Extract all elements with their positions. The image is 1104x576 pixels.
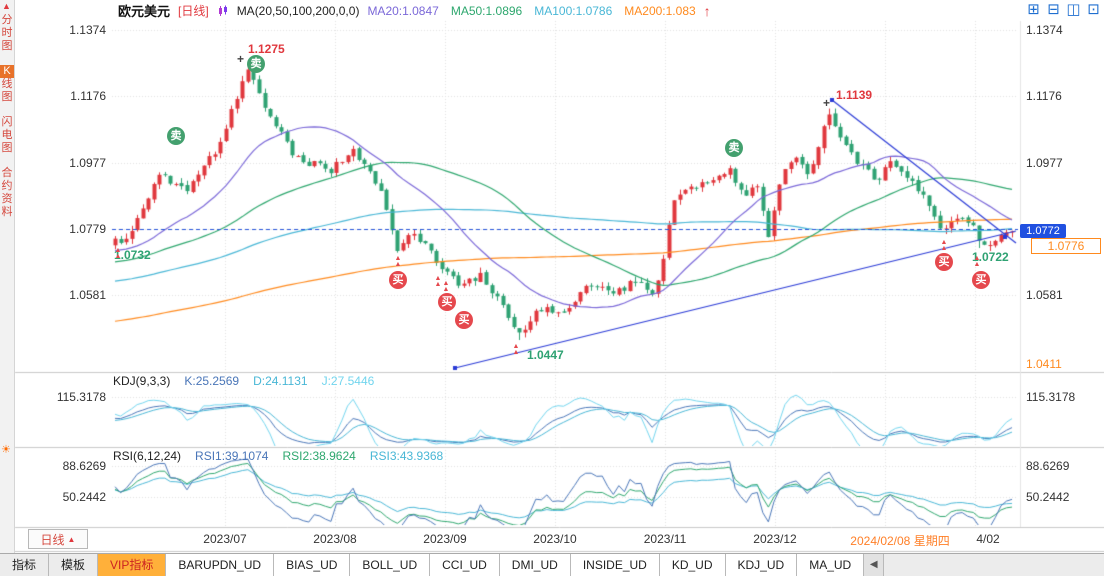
ma200-value: MA200:1.083: [624, 3, 696, 18]
tab-scroll-left-button[interactable]: ◀: [864, 554, 885, 576]
layout-toolb: ⊞ ⊟ ◫ ⊡: [1025, 1, 1102, 18]
settings-sun-icon[interactable]: ☀: [1, 444, 11, 456]
tab-MA_UD[interactable]: MA_UD: [797, 554, 865, 576]
ma50-value: MA50:1.0896: [450, 3, 523, 18]
sidebar-item-4[interactable]: 合约资料: [0, 167, 14, 219]
tab-bar-filler: [884, 554, 1104, 576]
candlestick-chart-icon: [217, 5, 229, 17]
sidebar-item-char: 图: [1, 142, 13, 154]
kdj-j-value: J:27.5446: [321, 374, 375, 388]
tab-BOLL_UD[interactable]: BOLL_UD: [350, 554, 431, 576]
ma100-value: MA100:1.0786: [534, 3, 613, 18]
period-tag[interactable]: [日线]: [178, 4, 209, 18]
rsi2-value: RSI2:38.9624: [282, 449, 356, 463]
sidebar-item-char: 时: [1, 27, 13, 39]
tab-模板[interactable]: 模板: [49, 554, 99, 576]
sidebar-item-char: 料: [1, 206, 13, 218]
sidebar-item-char: 分: [1, 14, 13, 26]
sidebar-item-char: 图: [1, 91, 13, 103]
tab-CCI_UD[interactable]: CCI_UD: [430, 554, 500, 576]
sidebar-item-char: K: [0, 65, 14, 78]
rsi-header-row: RSI(6,12,24) RSI1:39.1074 RSI2:38.9624 R…: [113, 449, 443, 463]
sidebar-item-char: 图: [1, 40, 13, 52]
collapse-triangle-icon[interactable]: ▲: [2, 1, 11, 11]
ma-values-group: MA20:1.0847 MA50:1.0896 MA100:1.0786 MA200:…: [367, 4, 695, 18]
indicator-tab-bar: 指标 模板 VIP指标 BARUPDN_UD BIAS_UD BOLL_UD CCI_UD D…: [0, 553, 1104, 576]
rsi-title: RSI(6,12,24): [113, 449, 182, 463]
trend-up-arrow-icon[interactable]: ↑: [703, 2, 711, 19]
ma-settings-label: MA(20,50,100,200,0,0): [236, 3, 360, 18]
tab-指标[interactable]: 指标: [0, 554, 50, 576]
sidebar-item-char: 闪: [1, 116, 13, 128]
quote-price-tag: 1.0776: [1031, 238, 1101, 254]
sidebar-item-char: 线: [1, 78, 13, 90]
kdj-header-row: KDJ(9,3,3) K:25.2569 D:24.1131 J:27.5446: [113, 374, 374, 388]
symbol-title: 欧元美元: [118, 4, 171, 19]
kdj-d-value: D:24.1131: [253, 374, 308, 388]
tab-VIP指标[interactable]: VIP指标: [98, 554, 167, 576]
tab-DMI_UD[interactable]: DMI_UD: [499, 554, 571, 576]
layout-single-icon[interactable]: ⊡: [1087, 1, 1100, 18]
sidebar-item-char: 资: [1, 193, 13, 205]
rsi3-value: RSI3:43.9368: [369, 449, 444, 463]
tab-BIAS_UD[interactable]: BIAS_UD: [274, 554, 351, 576]
tab-BARUPDN_UD[interactable]: BARUPDN_UD: [166, 554, 275, 576]
sidebar-item-1[interactable]: 分时图: [0, 14, 14, 53]
period-up-arrow-icon: ▲: [67, 534, 76, 544]
rsi1-value: RSI1:39.1074: [195, 449, 269, 463]
sidebar-item-char: 合: [1, 167, 13, 179]
tab-INSIDE_UD[interactable]: INSIDE_UD: [570, 554, 660, 576]
tab-KD_UD[interactable]: KD_UD: [659, 554, 726, 576]
chart-header: 欧元美元 [日线] MA(20,50,100,200,0,0) MA20:1.0…: [118, 2, 711, 20]
layout-rows-icon[interactable]: ⊟: [1047, 1, 1060, 18]
layout-grid-icon[interactable]: ⊞: [1027, 1, 1040, 18]
tab-KDJ_UD[interactable]: KDJ_UD: [725, 554, 798, 576]
sidebar-item-3[interactable]: 闪电图: [0, 116, 14, 155]
current-price-tag: 1.0772: [1020, 224, 1066, 238]
kdj-k-value: K:25.2569: [184, 374, 240, 388]
ma20-value: MA20:1.0847: [367, 3, 439, 18]
sidebar-item-char: 约: [1, 180, 13, 192]
period-label: 日线: [40, 532, 65, 547]
period-selector[interactable]: 日线 ▲: [28, 529, 88, 549]
kdj-title: KDJ(9,3,3): [113, 374, 171, 388]
layout-split-icon[interactable]: ◫: [1066, 1, 1081, 18]
sidebar-item-char: 电: [1, 129, 13, 141]
